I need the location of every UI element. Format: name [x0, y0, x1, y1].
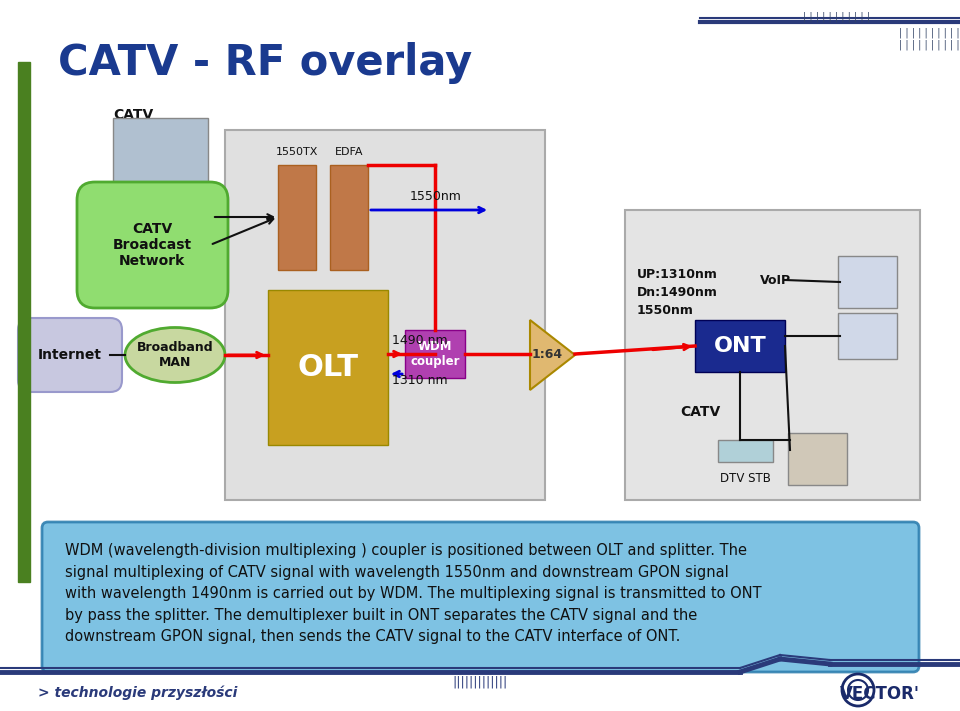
Text: |||||||||||||: |||||||||||||	[452, 676, 508, 689]
Text: EDFA: EDFA	[335, 147, 363, 157]
FancyBboxPatch shape	[330, 165, 368, 270]
Polygon shape	[530, 320, 575, 390]
Text: 1310 nm: 1310 nm	[392, 374, 447, 387]
Text: 1550nm: 1550nm	[410, 190, 462, 203]
Text: 1550nm: 1550nm	[637, 304, 694, 317]
Text: VECTOR': VECTOR'	[840, 685, 920, 703]
Text: WDM
coupler: WDM coupler	[410, 340, 460, 368]
FancyBboxPatch shape	[625, 210, 920, 500]
Text: CATV
Broadcast
Network: CATV Broadcast Network	[112, 222, 192, 268]
Text: Dn:1490nm: Dn:1490nm	[637, 286, 718, 299]
Text: > technologie przyszłości: > technologie przyszłości	[38, 685, 237, 700]
FancyBboxPatch shape	[788, 433, 847, 485]
FancyBboxPatch shape	[838, 313, 897, 359]
Text: | | | | | | | | | | |: | | | | | | | | | | |	[803, 12, 870, 23]
FancyBboxPatch shape	[405, 330, 465, 378]
Text: | | | | | | | | | |: | | | | | | | | | |	[900, 40, 960, 50]
FancyBboxPatch shape	[718, 440, 773, 462]
FancyBboxPatch shape	[278, 165, 316, 270]
Text: ONT: ONT	[713, 336, 766, 356]
Text: UP:1310nm: UP:1310nm	[637, 268, 718, 281]
FancyBboxPatch shape	[77, 182, 228, 308]
Text: 1550TX: 1550TX	[276, 147, 318, 157]
FancyBboxPatch shape	[268, 290, 388, 445]
Text: CATV: CATV	[113, 108, 154, 122]
Text: CATV - RF overlay: CATV - RF overlay	[58, 42, 472, 84]
Text: DTV STB: DTV STB	[720, 472, 771, 485]
Text: Broadband
MAN: Broadband MAN	[136, 341, 213, 369]
Text: OLT: OLT	[298, 353, 358, 382]
FancyBboxPatch shape	[225, 130, 545, 500]
FancyBboxPatch shape	[838, 256, 897, 308]
FancyBboxPatch shape	[113, 118, 208, 188]
FancyBboxPatch shape	[695, 320, 785, 372]
Text: Internet: Internet	[38, 348, 102, 362]
Text: 1490 nm: 1490 nm	[392, 334, 447, 347]
FancyBboxPatch shape	[42, 522, 919, 672]
Text: | | | | | | | | | |: | | | | | | | | | |	[900, 28, 960, 38]
Text: WDM (wavelength-division multiplexing ) coupler is positioned between OLT and sp: WDM (wavelength-division multiplexing ) …	[65, 543, 761, 644]
FancyBboxPatch shape	[18, 318, 122, 392]
Text: VoIP: VoIP	[759, 274, 791, 287]
Ellipse shape	[125, 328, 225, 383]
Bar	[18, 62, 30, 582]
Text: 1:64: 1:64	[532, 348, 563, 361]
Text: CATV: CATV	[680, 405, 720, 419]
